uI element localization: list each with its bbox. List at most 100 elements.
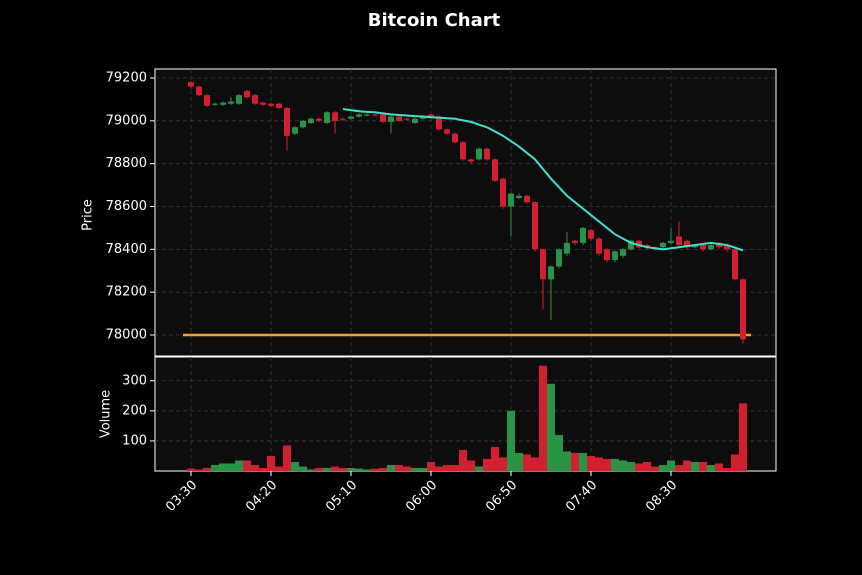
volume-bar (483, 458, 491, 471)
y-tick-label: 78000 (106, 328, 147, 343)
candle-body (588, 230, 594, 239)
y-tick-label: 100 (122, 433, 147, 448)
candle-body (492, 159, 498, 181)
volume-bar (507, 410, 515, 471)
candle-body (676, 236, 682, 246)
volume-bar (283, 445, 291, 471)
candle-body (516, 195, 522, 198)
y-axis-label: Price (81, 199, 96, 231)
volume-bar (315, 467, 323, 471)
candle-body (212, 103, 218, 105)
candle-body (684, 240, 690, 248)
volume-bar (203, 467, 211, 471)
volume-bar (387, 464, 395, 471)
candle-body (356, 114, 362, 117)
candle-body (708, 245, 714, 250)
volume-bar (379, 467, 387, 471)
volume-bar (499, 457, 507, 471)
volume-bar (323, 467, 331, 471)
volume-bar (219, 463, 227, 471)
volume-bar (731, 454, 739, 471)
volume-bar (667, 460, 675, 471)
candle-body (236, 95, 242, 104)
volume-bar (419, 467, 427, 471)
volume-bar (515, 452, 523, 471)
volume-bar (339, 467, 347, 471)
volume-bar (347, 467, 355, 471)
volume-bar (475, 466, 483, 471)
volume-bar (331, 466, 339, 471)
volume-bar (211, 464, 219, 471)
candle-body (396, 116, 402, 121)
candle-body (668, 240, 674, 243)
candle-body (572, 240, 578, 243)
candle-body (724, 245, 730, 250)
candle-body (548, 266, 554, 280)
candle-body (284, 107, 290, 136)
volume-bar (291, 461, 299, 471)
candle-body (388, 116, 394, 122)
volume-bar (443, 464, 451, 471)
y-tick-label: 200 (122, 403, 147, 418)
y-tick-label: 78600 (106, 199, 147, 214)
candle-body (740, 279, 746, 340)
candle-body (292, 127, 298, 134)
volume-bar (251, 464, 259, 471)
candle-body (188, 82, 194, 87)
candle-body (300, 120, 306, 128)
candle-body (412, 118, 418, 123)
volume-bar (611, 458, 619, 471)
price-panel (154, 68, 777, 357)
candle-body (700, 245, 706, 250)
candle-body (692, 245, 698, 248)
volume-bar (187, 468, 195, 471)
candle-body (540, 249, 546, 280)
y-tick-label: 78800 (106, 156, 147, 171)
candle-body (636, 240, 642, 248)
volume-bar (651, 466, 659, 471)
volume-bar (523, 454, 531, 471)
volume-bar (603, 458, 611, 471)
candle-body (348, 116, 354, 119)
candle-body (324, 112, 330, 123)
candle-body (428, 114, 434, 117)
volume-bar (699, 461, 707, 471)
candle-body (732, 249, 738, 280)
volume-bar (627, 461, 635, 471)
volume-bar (307, 469, 315, 471)
volume-bar (435, 466, 443, 471)
candle-body (628, 240, 634, 250)
candle-body (468, 159, 474, 162)
volume-bar (635, 463, 643, 471)
candle-body (364, 114, 370, 116)
candle-body (556, 249, 562, 267)
candle-body (476, 148, 482, 160)
volume-axis-label: Volume (99, 390, 114, 438)
volume-bar (403, 466, 411, 471)
volume-bar (451, 464, 459, 471)
candle-body (580, 227, 586, 243)
volume-bar (275, 466, 283, 471)
volume-bar (195, 469, 203, 471)
candle-body (332, 112, 338, 121)
candle-body (564, 242, 570, 254)
moving-average-line (342, 108, 744, 252)
volume-bar (723, 467, 731, 471)
candle-body (460, 142, 466, 160)
volume-bar (571, 452, 579, 471)
candle-body (204, 95, 210, 106)
candle-body (644, 245, 650, 248)
candle-body (436, 116, 442, 130)
y-tick-label: 79000 (106, 113, 147, 128)
candle-body (612, 251, 618, 261)
volume-bar (467, 460, 475, 471)
volume-bar (643, 461, 651, 471)
volume-bar (547, 383, 555, 471)
candle-body (372, 114, 378, 116)
candle-body (220, 102, 226, 105)
volume-bar (739, 403, 747, 471)
candle-body (244, 90, 250, 98)
candle-body (308, 118, 314, 123)
candle-body (484, 148, 490, 160)
candle-body (532, 202, 538, 250)
